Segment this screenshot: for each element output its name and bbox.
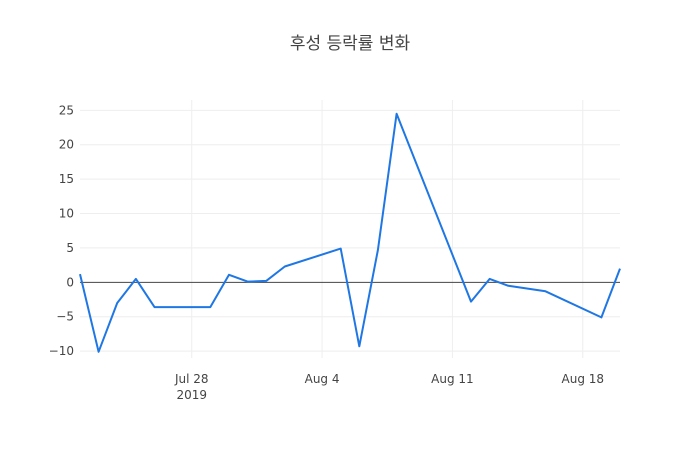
y-tick-label: −5 [56, 310, 74, 324]
y-tick-label: −10 [49, 344, 74, 358]
plot-area: −10 −5 0 5 10 15 20 25 Jul 28 2019 Aug 4 Aug 11 Aug … [49, 100, 621, 402]
y-tick-label: 10 [59, 207, 74, 221]
y-tick-label: 5 [66, 241, 74, 255]
y-tick-label: 25 [59, 103, 74, 117]
x-tick-label: Aug 11 [431, 372, 474, 386]
x-tick-label: Jul 28 [174, 372, 209, 386]
x-tick-sublabel: 2019 [176, 388, 207, 402]
chart-title: 후성 등락률 변화 [290, 34, 411, 54]
series-line [79, 112, 621, 353]
x-tick-label: Aug 18 [562, 372, 605, 386]
y-tick-label: 0 [66, 275, 74, 289]
x-tick-label: Aug 4 [305, 372, 340, 386]
y-tick-label: 20 [59, 138, 74, 152]
y-tick-label: 15 [59, 172, 74, 186]
